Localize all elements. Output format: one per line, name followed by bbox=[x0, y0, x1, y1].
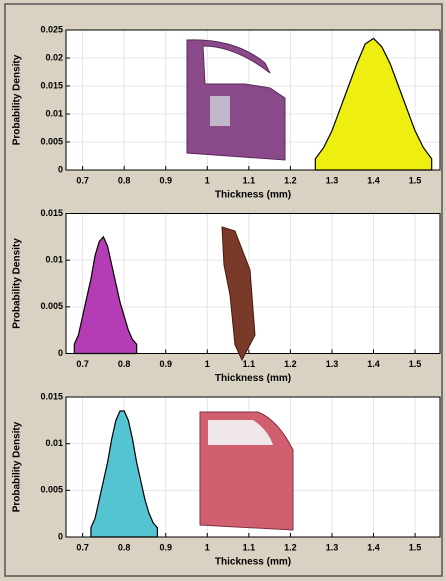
x-tick-label: 0.7 bbox=[76, 359, 89, 369]
x-tick-label: 1.2 bbox=[284, 542, 297, 552]
y-tick-label: 0.005 bbox=[40, 136, 63, 146]
y-axis-label: Probability Density bbox=[12, 238, 23, 329]
y-tick-label: 0 bbox=[58, 531, 63, 541]
x-tick-label: 1.4 bbox=[367, 175, 380, 185]
y-tick-label: 0.015 bbox=[40, 80, 63, 90]
x-tick-label: 1.1 bbox=[243, 359, 256, 369]
y-tick-label: 0.005 bbox=[40, 485, 63, 495]
x-tick-label: 0.8 bbox=[118, 175, 131, 185]
x-tick-label: 1 bbox=[205, 542, 210, 552]
y-tick-label: 0.01 bbox=[45, 255, 63, 265]
x-tick-label: 0.7 bbox=[76, 175, 89, 185]
x-tick-label: 1.4 bbox=[367, 359, 380, 369]
x-tick-label: 1.3 bbox=[326, 175, 339, 185]
x-tick-label: 0.8 bbox=[118, 359, 131, 369]
x-axis-label: Thickness (mm) bbox=[215, 373, 291, 384]
x-tick-label: 1.5 bbox=[409, 542, 422, 552]
y-tick-label: 0.01 bbox=[45, 438, 63, 448]
x-tick-label: 1.5 bbox=[409, 359, 422, 369]
y-tick-label: 0 bbox=[58, 164, 63, 174]
x-tick-label: 0.7 bbox=[76, 542, 89, 552]
x-tick-label: 0.8 bbox=[118, 542, 131, 552]
x-tick-label: 1 bbox=[205, 359, 210, 369]
y-tick-label: 0.02 bbox=[45, 52, 63, 62]
y-tick-label: 0.015 bbox=[40, 391, 63, 401]
y-tick-label: 0.025 bbox=[40, 24, 63, 34]
y-tick-label: 0.01 bbox=[45, 108, 63, 118]
x-axis-label: Thickness (mm) bbox=[215, 190, 291, 201]
x-axis-label: Thickness (mm) bbox=[215, 557, 291, 568]
page: {"chart_data": [ {"type": "area", "ylabe… bbox=[0, 0, 446, 581]
y-axis-label: Probability Density bbox=[12, 421, 23, 512]
door-outer-image bbox=[200, 412, 293, 530]
y-tick-label: 0.015 bbox=[40, 208, 63, 218]
x-tick-label: 1.1 bbox=[243, 175, 256, 185]
x-tick-label: 0.9 bbox=[159, 359, 172, 369]
x-tick-label: 0.9 bbox=[159, 542, 172, 552]
x-tick-label: 1.2 bbox=[284, 359, 297, 369]
door-hole bbox=[210, 96, 230, 126]
figure: 0.7 0.8 0.9 1 1.1 1.2 1.3 1.4 1.5 0 0.005 0.01 0.015… bbox=[0, 0, 446, 581]
x-tick-label: 1.3 bbox=[326, 359, 339, 369]
x-tick-label: 1.1 bbox=[243, 542, 256, 552]
y-tick-label: 0 bbox=[58, 348, 63, 358]
x-tick-label: 1.4 bbox=[367, 542, 380, 552]
x-tick-label: 1.5 bbox=[409, 175, 422, 185]
x-tick-label: 1 bbox=[205, 175, 210, 185]
y-tick-label: 0.005 bbox=[40, 301, 63, 311]
y-axis-label: Probability Density bbox=[12, 54, 23, 145]
x-tick-label: 1.3 bbox=[326, 542, 339, 552]
x-tick-label: 1.2 bbox=[284, 175, 297, 185]
x-tick-label: 0.9 bbox=[159, 175, 172, 185]
